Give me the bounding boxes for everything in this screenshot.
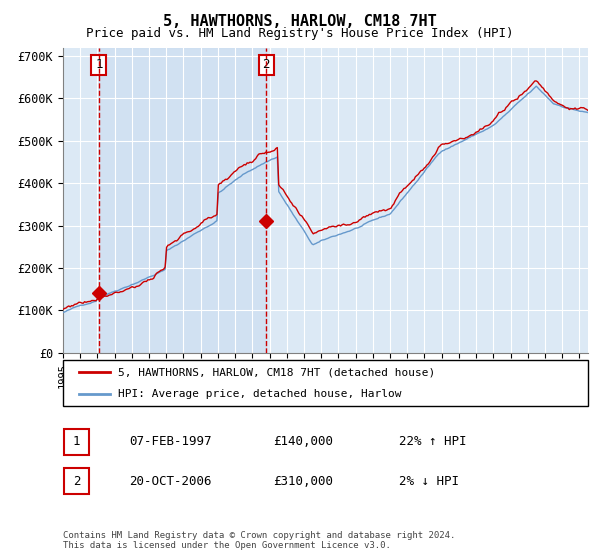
Text: HPI: Average price, detached house, Harlow: HPI: Average price, detached house, Harl… <box>118 389 401 399</box>
Text: 5, HAWTHORNS, HARLOW, CM18 7HT (detached house): 5, HAWTHORNS, HARLOW, CM18 7HT (detached… <box>118 367 436 377</box>
FancyBboxPatch shape <box>63 360 588 406</box>
Text: 22% ↑ HPI: 22% ↑ HPI <box>399 435 467 449</box>
FancyBboxPatch shape <box>64 429 89 455</box>
Text: 1: 1 <box>95 58 103 71</box>
Text: Price paid vs. HM Land Registry's House Price Index (HPI): Price paid vs. HM Land Registry's House … <box>86 27 514 40</box>
Text: 2: 2 <box>262 58 270 71</box>
Text: Contains HM Land Registry data © Crown copyright and database right 2024.
This d: Contains HM Land Registry data © Crown c… <box>63 530 455 550</box>
Text: £140,000: £140,000 <box>273 435 333 449</box>
Text: £310,000: £310,000 <box>273 474 333 488</box>
Text: 2: 2 <box>73 474 80 488</box>
Bar <box>99 48 266 353</box>
Text: 07-FEB-1997: 07-FEB-1997 <box>129 435 212 449</box>
FancyBboxPatch shape <box>64 468 89 494</box>
Text: 20-OCT-2006: 20-OCT-2006 <box>129 474 212 488</box>
Text: 1: 1 <box>73 435 80 449</box>
Text: 5, HAWTHORNS, HARLOW, CM18 7HT: 5, HAWTHORNS, HARLOW, CM18 7HT <box>163 14 437 29</box>
Text: 2% ↓ HPI: 2% ↓ HPI <box>399 474 459 488</box>
